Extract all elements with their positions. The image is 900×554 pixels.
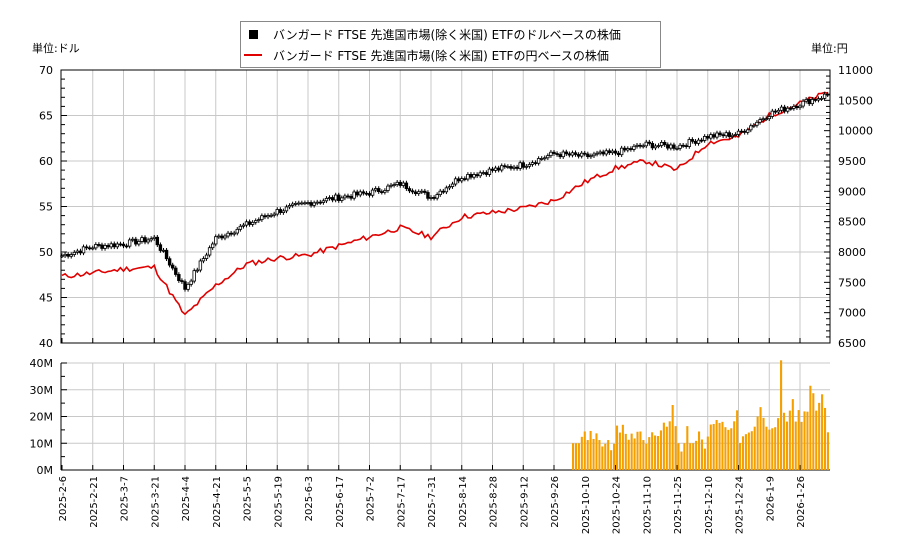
svg-text:2025-11-10: 2025-11-10 <box>642 476 653 534</box>
svg-text:2025-4-21: 2025-4-21 <box>212 476 223 528</box>
svg-text:40M: 40M <box>30 357 54 370</box>
svg-text:8500: 8500 <box>838 216 866 229</box>
left-axis-unit-label: 単位:ドル <box>32 42 80 55</box>
svg-text:2025-7-31: 2025-7-31 <box>427 476 438 528</box>
svg-text:2025-9-26: 2025-9-26 <box>550 476 561 528</box>
left-y-axis: 70 65 60 55 50 45 40 <box>39 64 67 350</box>
volume-y-axis: 40M 30M 20M 10M 0M <box>30 357 67 477</box>
red-line-icon <box>244 54 262 56</box>
svg-text:11000: 11000 <box>838 64 873 77</box>
svg-text:0M: 0M <box>37 464 54 477</box>
svg-text:2025-4-4: 2025-4-4 <box>181 476 192 521</box>
svg-text:2025-10-10: 2025-10-10 <box>581 476 592 534</box>
svg-text:2025-5-5: 2025-5-5 <box>243 476 254 521</box>
legend-label-jpy: バンガード FTSE 先進国市場(除く米国) ETFの円ベースの株価 <box>273 48 609 63</box>
legend-label-usd: バンガード FTSE 先進国市場(除く米国) ETFのドルベースの株価 <box>273 27 621 42</box>
volume-bars <box>572 360 830 470</box>
usd-candlesticks <box>60 91 830 292</box>
svg-text:40: 40 <box>39 337 53 350</box>
svg-text:2025-12-10: 2025-12-10 <box>704 476 715 534</box>
svg-text:9000: 9000 <box>838 185 866 198</box>
svg-text:6500: 6500 <box>838 337 866 350</box>
svg-text:7000: 7000 <box>838 307 866 320</box>
svg-text:2025-2-21: 2025-2-21 <box>89 476 100 528</box>
jpy-price-line <box>61 91 828 316</box>
svg-text:2025-5-19: 2025-5-19 <box>273 476 284 528</box>
svg-text:50: 50 <box>39 246 53 259</box>
svg-text:2025-3-7: 2025-3-7 <box>120 476 131 521</box>
svg-text:2025-6-17: 2025-6-17 <box>335 476 346 528</box>
svg-text:2025-7-17: 2025-7-17 <box>396 476 407 528</box>
svg-text:10500: 10500 <box>838 94 873 107</box>
svg-text:20M: 20M <box>30 411 54 424</box>
svg-text:10000: 10000 <box>838 125 873 138</box>
svg-text:2026-1-26: 2026-1-26 <box>796 476 807 528</box>
svg-text:2026-1-9: 2026-1-9 <box>765 476 776 521</box>
x-axis: 2025-2-6 2025-2-21 2025-3-7 2025-3-21 2025-4… <box>58 338 807 534</box>
svg-text:2025-10-24: 2025-10-24 <box>612 476 623 534</box>
svg-text:70: 70 <box>39 64 53 77</box>
legend-item-jpy: バンガード FTSE 先進国市場(除く米国) ETFの円ベースの株価 <box>241 45 609 65</box>
svg-text:65: 65 <box>39 110 53 123</box>
svg-text:2025-8-14: 2025-8-14 <box>458 476 469 528</box>
svg-text:2025-3-21: 2025-3-21 <box>150 476 161 528</box>
svg-text:10M: 10M <box>30 437 54 450</box>
black-square-icon <box>249 29 258 39</box>
legend-item-usd: バンガード FTSE 先進国市場(除く米国) ETFのドルベースの株価 <box>241 24 621 44</box>
svg-text:8000: 8000 <box>838 246 866 259</box>
svg-text:7500: 7500 <box>838 276 866 289</box>
svg-text:2025-7-2: 2025-7-2 <box>366 476 377 521</box>
right-y-axis: 11000 10500 10000 9500 9000 8500 8000 7500 7000 6… <box>824 64 873 350</box>
svg-text:2025-6-3: 2025-6-3 <box>304 476 315 521</box>
svg-text:2025-8-28: 2025-8-28 <box>489 476 500 528</box>
svg-text:30M: 30M <box>30 384 54 397</box>
svg-text:2025-2-6: 2025-2-6 <box>58 476 69 521</box>
right-axis-unit-label: 単位:円 <box>811 42 848 55</box>
chart-legend: バンガード FTSE 先進国市場(除く米国) ETFのドルベースの株価 バンガー… <box>240 21 661 68</box>
svg-text:2025-9-12: 2025-9-12 <box>519 476 530 528</box>
svg-text:60: 60 <box>39 155 53 168</box>
svg-text:55: 55 <box>39 201 53 214</box>
svg-text:2025-12-24: 2025-12-24 <box>735 476 746 534</box>
svg-text:9500: 9500 <box>838 155 866 168</box>
svg-text:45: 45 <box>39 292 53 305</box>
svg-text:2025-11-25: 2025-11-25 <box>673 476 684 534</box>
